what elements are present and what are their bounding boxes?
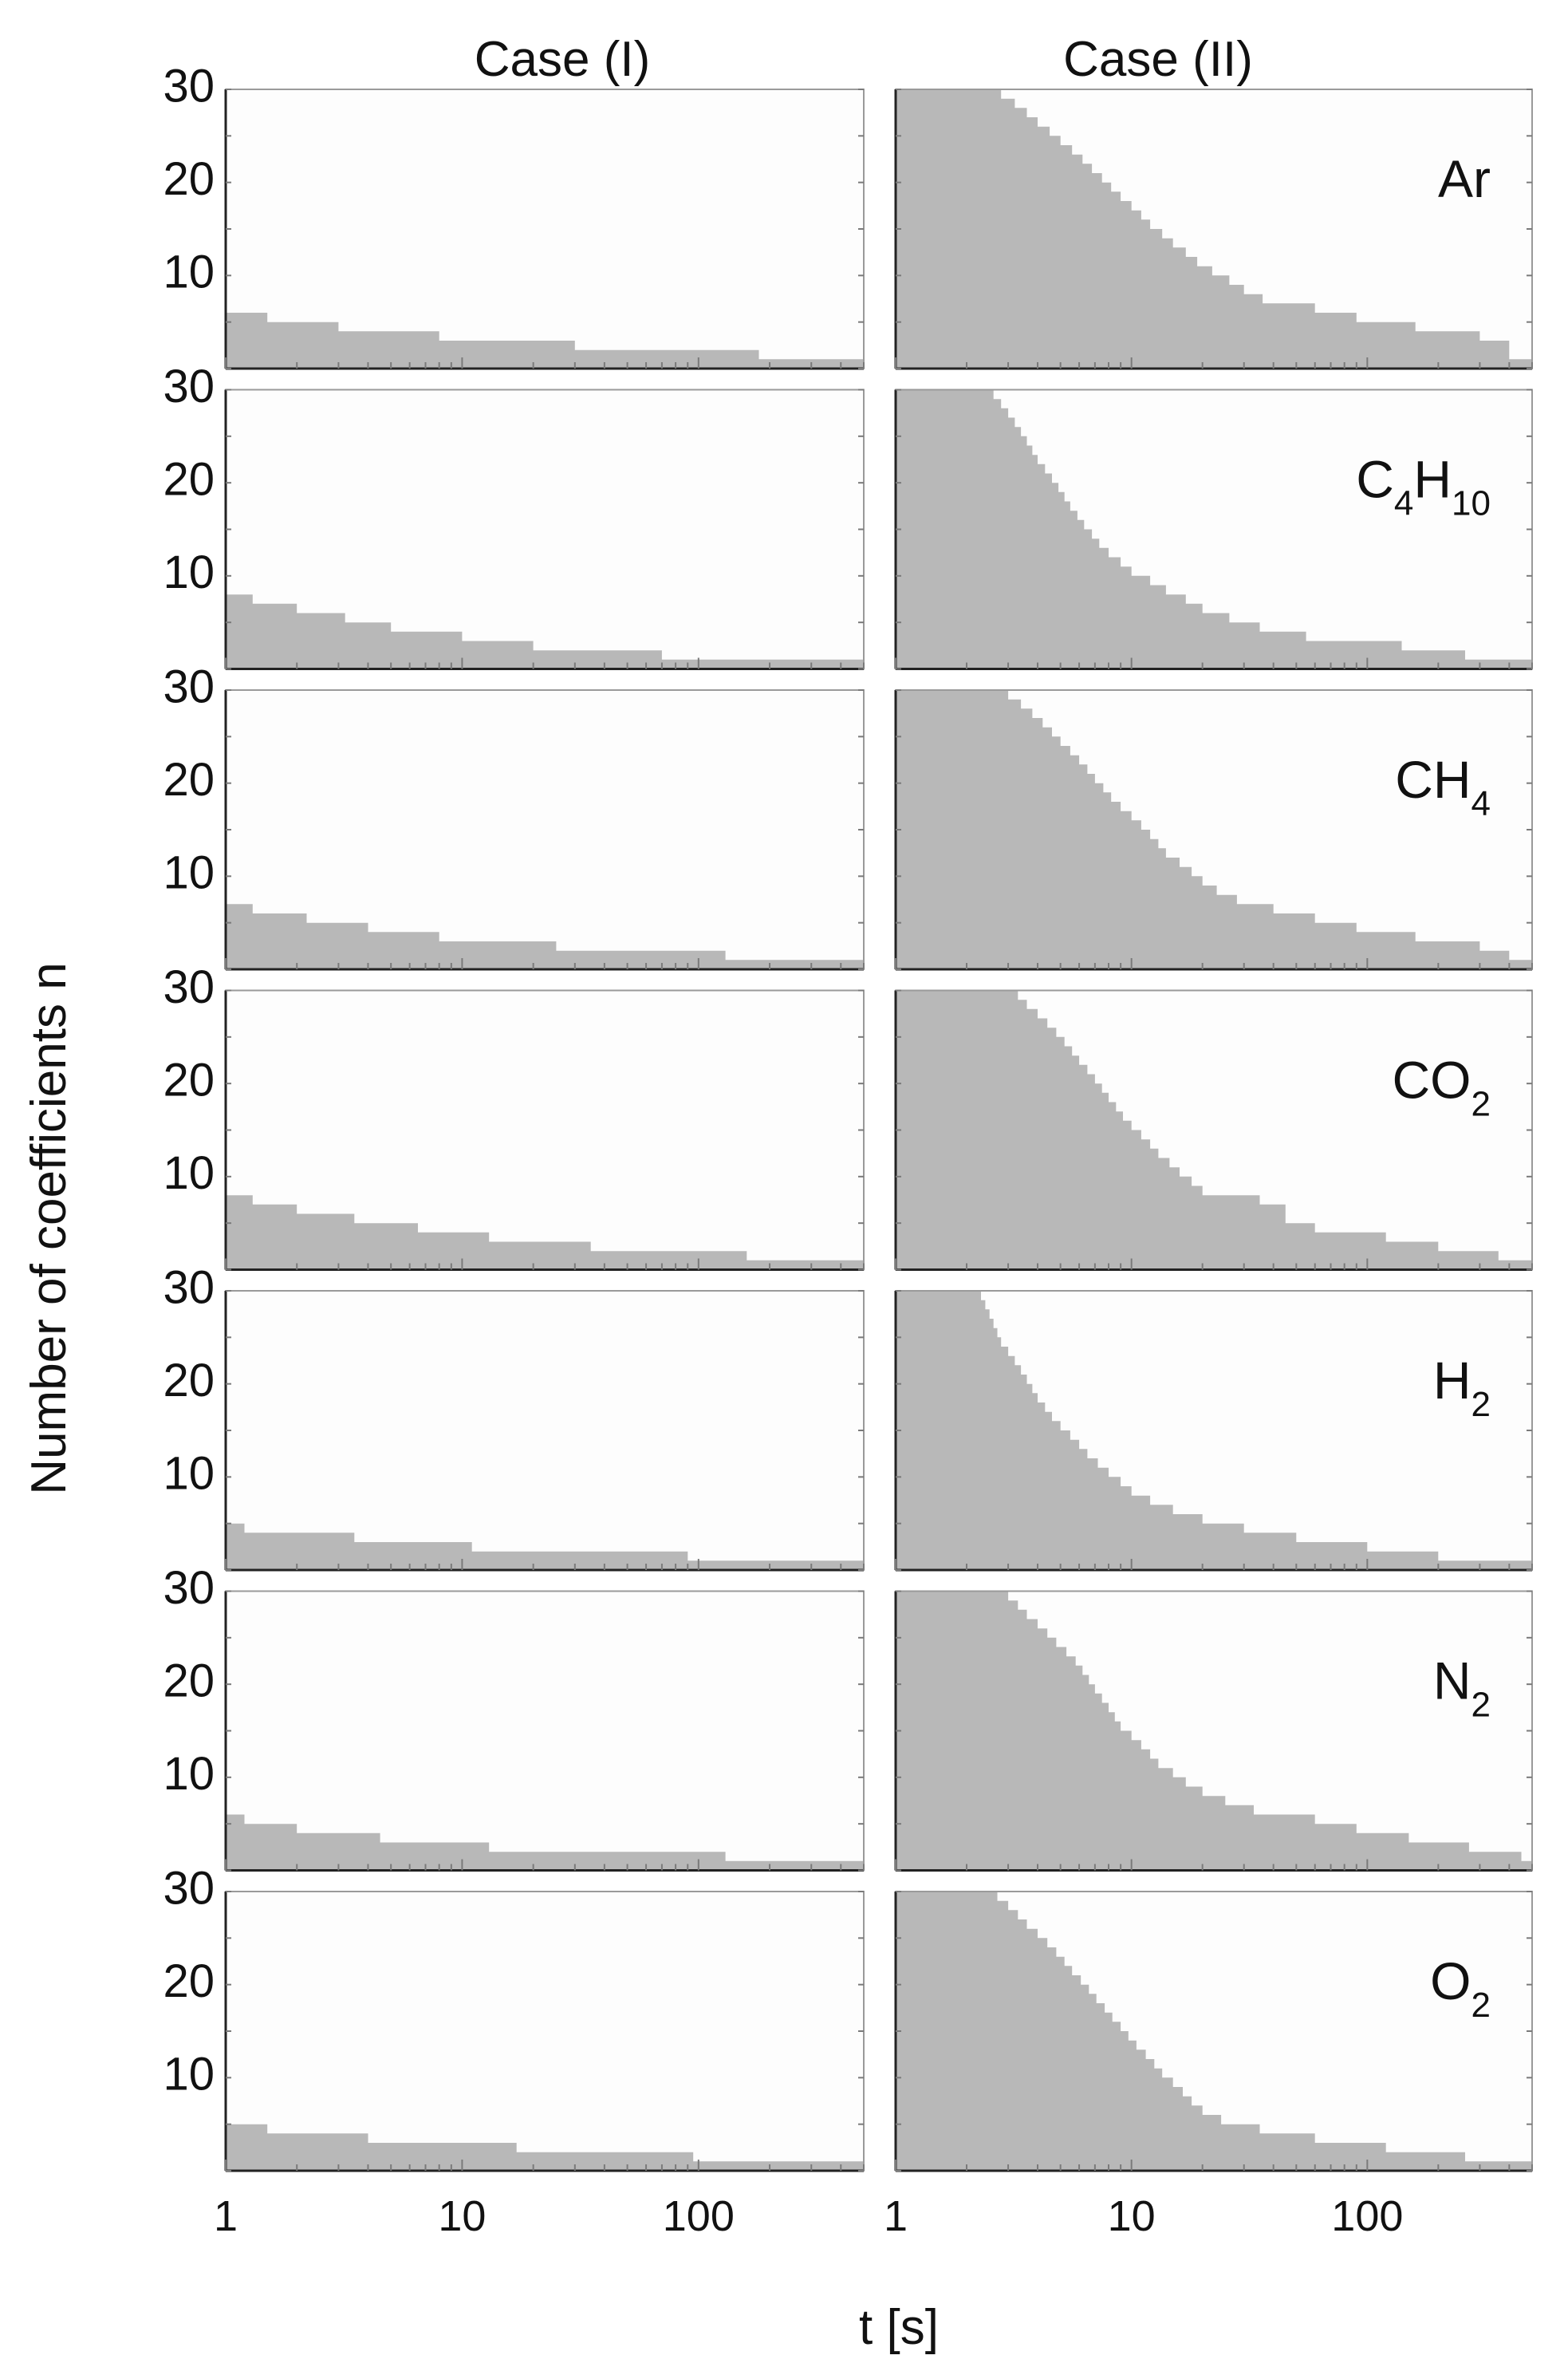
series-area-h2-case-1 [226, 1523, 864, 1570]
series-area-o2-case-1 [226, 2124, 864, 2171]
y-tick-label: 20 [163, 1355, 215, 1406]
panel-o2-case-2 [894, 1891, 1533, 2172]
y-tick-label: 20 [163, 754, 215, 806]
series-area-ar-case-1 [226, 313, 864, 369]
gas-label-subscript: 10 [1452, 484, 1491, 523]
panel-background [226, 89, 864, 369]
gas-label-n2: N2 [1433, 1651, 1491, 1725]
gas-label-text: H [1413, 450, 1452, 509]
panel-background [226, 1892, 864, 2171]
y-tick-label: 20 [163, 1655, 215, 1706]
series-area-h2-case-2 [896, 1291, 1532, 1570]
y-tick-label: 20 [163, 1054, 215, 1106]
y-tick-label: 30 [163, 1562, 215, 1614]
gas-label-subscript: 2 [1471, 1986, 1491, 2025]
gas-label-h2: H2 [1433, 1351, 1491, 1424]
column-title-case-1: Case (I) [475, 32, 650, 87]
gas-label-subscript: 2 [1471, 1686, 1491, 1725]
series-area-n2-case-2 [896, 1591, 1532, 1871]
row-co2: 30 20 10 CO2 [163, 961, 1533, 1271]
x-tick-label: 1 [884, 2192, 908, 2240]
gas-label-co2: CO2 [1393, 1051, 1491, 1124]
series-area-ch4-case-1 [226, 904, 864, 969]
series-area-ar-case-2 [896, 89, 1532, 369]
y-tick-label: 30 [163, 661, 215, 712]
y-tick-label: 10 [163, 847, 215, 899]
panel-o2-case-1 [224, 1891, 865, 2172]
gas-label-text: C [1356, 450, 1394, 509]
gas-label-text: CH [1395, 750, 1471, 809]
panel-ch4-case-2 [894, 689, 1533, 971]
gas-label-text: H [1433, 1351, 1471, 1410]
y-tick-label: 10 [163, 2049, 215, 2101]
panel-h2-case-2 [894, 1290, 1533, 1572]
row-h2: 30 20 10 H2 [163, 1261, 1533, 1572]
row-ch4: 30 20 10 CH4 [163, 661, 1533, 971]
panel-co2-case-1 [224, 989, 865, 1271]
y-tick-label: 20 [163, 1955, 215, 2007]
y-tick-label: 20 [163, 453, 215, 505]
row-o2: 30 20 10 O2 [163, 1862, 1533, 2172]
panel-ar-case-2 [894, 89, 1533, 370]
y-tick-label: 10 [163, 546, 215, 598]
gas-label-ch4: CH4 [1395, 750, 1491, 823]
panel-background [226, 1591, 864, 1871]
x-tick-label: 100 [1331, 2192, 1403, 2240]
panel-background [226, 1291, 864, 1570]
y-tick-label: 10 [163, 1448, 215, 1500]
x-tick-label: 10 [438, 2192, 486, 2240]
row-ar: 30 20 10 Ar [163, 60, 1533, 370]
y-axis-title: Number of coefficients n [22, 962, 77, 1494]
y-tick-label: 30 [163, 361, 215, 412]
series-area-o2-case-2 [896, 1892, 1532, 2171]
x-tick-label: 10 [1108, 2192, 1156, 2240]
series-area-co2-case-2 [896, 990, 1532, 1270]
gas-label-subscript: 4 [1471, 784, 1491, 823]
panel-ch4-case-1 [224, 689, 865, 971]
panel-n2-case-2 [894, 1590, 1533, 1872]
panel-co2-case-2 [894, 989, 1533, 1271]
panel-h2-case-1 [224, 1290, 865, 1572]
y-tick-label: 30 [163, 1261, 215, 1313]
series-area-c4h10-case-1 [226, 594, 864, 669]
series-area-co2-case-1 [226, 1195, 864, 1270]
x-tick-label: 1 [214, 2192, 238, 2240]
panels-group: 302010Ar302010C4H10302010CH4302010CO2302… [163, 60, 1533, 2240]
gas-label-text: N [1433, 1651, 1471, 1710]
gas-label-c4h10: C4H10 [1356, 450, 1491, 523]
y-tick-label: 10 [163, 247, 215, 298]
gas-label-text: CO [1393, 1051, 1471, 1110]
gas-label-subscript: 2 [1471, 1385, 1491, 1424]
gas-label-o2: O2 [1430, 1951, 1491, 2025]
gas-label-subscript: 2 [1471, 1085, 1491, 1124]
gas-label-text: Ar [1438, 149, 1491, 208]
x-tick-label: 100 [663, 2192, 735, 2240]
y-tick-label: 20 [163, 153, 215, 205]
panel-n2-case-1 [224, 1590, 865, 1872]
y-tick-label: 30 [163, 1862, 215, 1914]
panel-c4h10-case-1 [224, 389, 865, 670]
y-tick-label: 10 [163, 1748, 215, 1800]
panel-c4h10-case-2 [894, 389, 1533, 670]
y-tick-label: 30 [163, 60, 215, 112]
y-tick-label: 30 [163, 961, 215, 1013]
series-area-c4h10-case-2 [896, 389, 1532, 669]
panel-ar-case-1 [224, 89, 865, 370]
column-title-case-2: Case (II) [1063, 32, 1253, 87]
x-axis-title: t [s] [859, 2300, 939, 2355]
series-area-ch4-case-2 [896, 690, 1532, 969]
row-n2: 30 20 10 N2 [163, 1562, 1533, 1872]
gas-label-subscript: 4 [1394, 484, 1413, 523]
gas-label-text: O [1430, 1951, 1471, 2010]
series-area-n2-case-1 [226, 1814, 864, 1871]
y-tick-label: 10 [163, 1147, 215, 1199]
panel-background [226, 690, 864, 969]
gas-label-ar: Ar [1438, 149, 1491, 208]
